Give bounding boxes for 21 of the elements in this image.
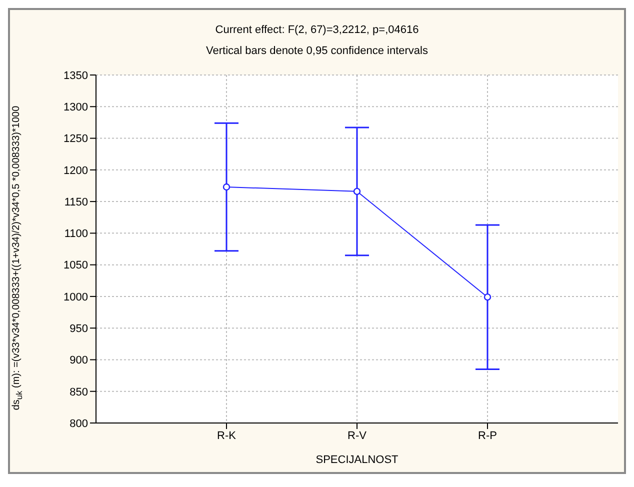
x-axis-title: SPECIJALNOST — [316, 454, 399, 466]
x-tick-label: R-V — [348, 430, 368, 442]
y-tick-label: 1200 — [64, 164, 88, 177]
point — [353, 188, 361, 196]
y-tick-label: 800 — [70, 418, 88, 430]
chart-title: Current effect: F(2, 67)=3,2212, p=,04616 — [214, 24, 420, 36]
y-tick-label: 1000 — [64, 291, 88, 304]
y-tick-label: 1350 — [64, 70, 88, 82]
point — [222, 183, 230, 191]
y-tick-label: 1150 — [64, 196, 88, 208]
y-tick-label: 1050 — [64, 260, 88, 272]
y-tick-label: 1250 — [64, 133, 88, 146]
y-tick-label: 1300 — [64, 102, 88, 114]
x-tick-label: R-P — [478, 430, 497, 442]
x-tick-label: R-K — [217, 430, 237, 442]
point — [484, 293, 492, 301]
y-tick-label: 900 — [70, 354, 88, 367]
y-tick-label: 950 — [70, 322, 88, 335]
y-tick-label: 850 — [70, 386, 88, 398]
chart-subtitle: Vertical bars denote 0,95 confidence intervals — [205, 45, 429, 57]
y-tick-label: 1100 — [64, 228, 88, 240]
